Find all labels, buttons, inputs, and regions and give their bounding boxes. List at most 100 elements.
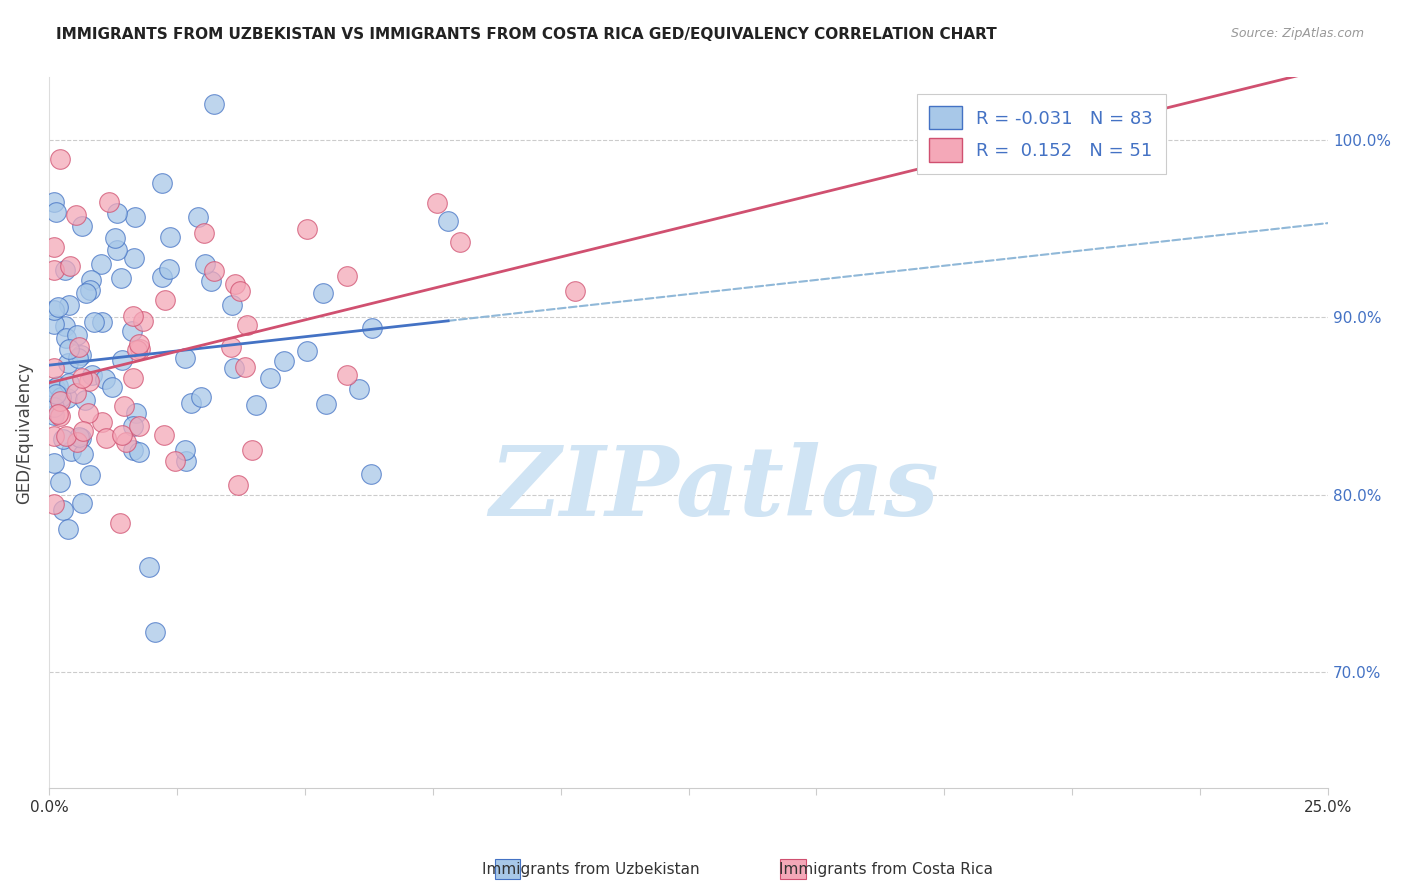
Point: [121, 309, 143, 323]
Point: [79, 283, 101, 297]
Point: [83, 315, 105, 329]
Point: [335, 269, 357, 284]
Point: [111, 352, 134, 367]
Point: [42, 195, 65, 210]
Point: [91, 415, 114, 429]
Point: [245, 398, 267, 412]
Point: [228, 285, 250, 299]
Point: [105, 206, 128, 220]
Point: [122, 443, 145, 458]
Point: [155, 293, 177, 307]
Point: [259, 371, 281, 385]
Point: [194, 257, 217, 271]
Point: [69, 431, 91, 445]
Point: [53, 318, 76, 333]
Point: [150, 176, 173, 190]
Point: [360, 467, 382, 481]
Legend: R = -0.031   N = 83, R =  0.152   N = 51: R = -0.031 N = 83, R = 0.152 N = 51: [917, 94, 1166, 174]
Point: [104, 231, 127, 245]
Point: [77, 407, 100, 421]
Point: [55, 331, 77, 345]
Point: [72, 219, 94, 233]
Point: [56, 391, 79, 405]
Point: [44, 429, 66, 443]
Point: [42, 262, 65, 277]
Point: [315, 397, 337, 411]
Point: [65, 327, 87, 342]
Text: Immigrants from Uzbekistan: Immigrants from Uzbekistan: [482, 863, 699, 877]
Point: [49, 409, 72, 424]
Point: [79, 468, 101, 483]
Point: [49, 393, 72, 408]
Point: [107, 244, 129, 258]
Point: [129, 343, 152, 357]
Point: [180, 396, 202, 410]
Point: [157, 261, 180, 276]
Point: [297, 344, 319, 359]
Point: [121, 371, 143, 385]
Point: [150, 269, 173, 284]
Point: [163, 454, 186, 468]
Point: [82, 368, 104, 383]
Point: [200, 274, 222, 288]
Point: [101, 380, 124, 394]
Point: [70, 371, 93, 385]
Point: [49, 152, 72, 166]
Point: [219, 340, 242, 354]
Point: [122, 251, 145, 265]
Point: [72, 424, 94, 438]
Point: [53, 263, 76, 277]
Point: [349, 382, 371, 396]
Point: [221, 298, 243, 312]
Text: ZIPatlas: ZIPatlas: [489, 442, 939, 536]
Point: [46, 408, 69, 422]
Point: [132, 314, 155, 328]
Point: [69, 348, 91, 362]
Point: [112, 399, 135, 413]
Point: [111, 428, 134, 442]
Point: [67, 340, 90, 354]
Point: [426, 196, 449, 211]
Point: [58, 298, 80, 312]
Point: [80, 273, 103, 287]
Point: [159, 230, 181, 244]
Point: [236, 318, 259, 333]
Point: [42, 497, 65, 511]
Point: [124, 210, 146, 224]
Point: [312, 285, 335, 300]
Y-axis label: GED/Equivalency: GED/Equivalency: [15, 361, 32, 504]
Text: Source: ZipAtlas.com: Source: ZipAtlas.com: [1230, 27, 1364, 40]
Point: [65, 209, 87, 223]
Point: [143, 624, 166, 639]
Point: [56, 522, 79, 536]
Point: [128, 419, 150, 434]
Point: [49, 390, 72, 404]
Point: [235, 360, 257, 375]
Point: [121, 325, 143, 339]
Point: [97, 194, 120, 209]
Point: [564, 284, 586, 298]
Point: [224, 360, 246, 375]
Point: [91, 315, 114, 329]
Point: [48, 379, 70, 393]
Text: Immigrants from Costa Rica: Immigrants from Costa Rica: [779, 863, 993, 877]
Point: [66, 434, 89, 449]
Point: [336, 368, 359, 383]
Point: [128, 337, 150, 351]
Point: [45, 204, 67, 219]
Point: [174, 442, 197, 457]
Point: [94, 372, 117, 386]
Point: [56, 356, 79, 370]
Point: [110, 271, 132, 285]
Point: [90, 257, 112, 271]
Point: [193, 226, 215, 240]
Point: [46, 300, 69, 314]
Point: [65, 386, 87, 401]
Point: [52, 503, 75, 517]
Point: [42, 400, 65, 414]
Point: [49, 475, 72, 490]
Point: [125, 343, 148, 357]
Point: [176, 454, 198, 468]
Point: [240, 442, 263, 457]
Point: [108, 516, 131, 531]
